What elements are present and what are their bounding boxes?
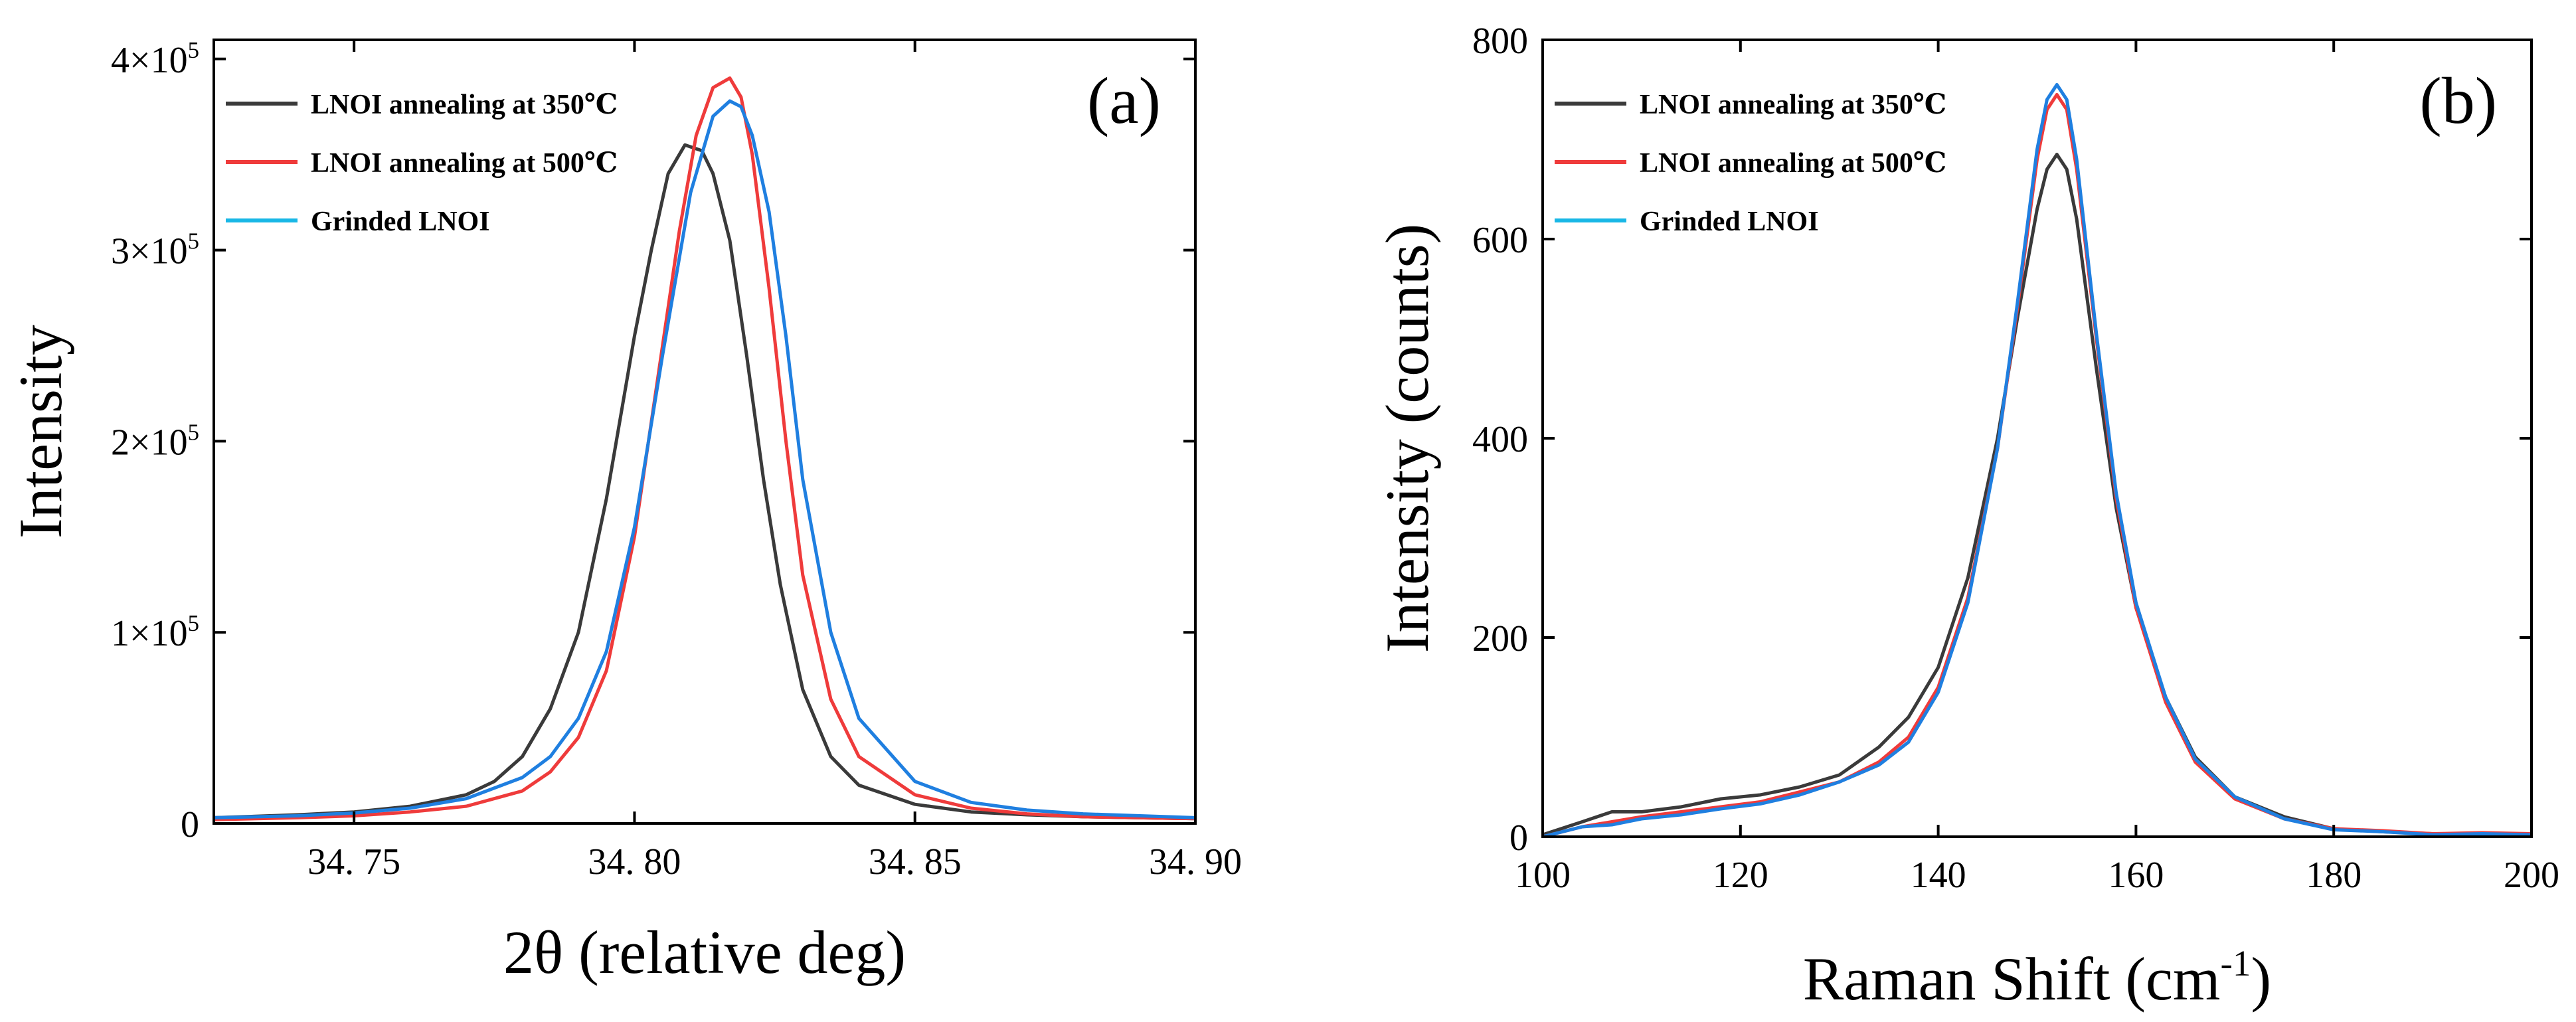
series-line-3 [214,99,1195,819]
x-tick-label: 140 [1911,855,1966,896]
series-line-3 [1543,83,2532,837]
x-axis-label: 2θ (relative deg) [503,918,906,986]
y-tick-label: 0 [1509,817,1528,859]
panel-label: (a) [1087,64,1161,137]
legend-label: Grinded LNOI [1640,207,1819,237]
x-tick-label: 120 [1713,855,1768,896]
y-tick-label: 4×105 [111,37,199,81]
y-tick-label: 3×105 [111,228,199,272]
x-tick-label: 160 [2108,855,2164,896]
series-line-2 [214,76,1195,821]
x-tick-label: 200 [2504,855,2559,896]
x-axis-label: Raman Shift (cm-1) [1803,943,2271,1013]
panel-b-chart: 100 120 140 160 180 200 0 200 400 600 800 Raman Shi… [1373,21,2559,1013]
x-tick-label: 34. 85 [869,841,962,883]
legend-label: LNOI annealing at 500℃ [1640,148,1946,179]
y-axis-label: Intensity [7,325,74,539]
y-tick-label: 800 [1472,21,1528,62]
y-tick-label: 200 [1472,618,1528,659]
panel-label: (b) [2419,64,2497,137]
y-axis-label: Intensity (counts) [1373,224,1441,653]
plot-area [1543,83,2532,837]
panel-a-chart: 34. 75 34. 80 34. 85 34. 90 0 1×105 2×105 3×105… [7,37,1242,986]
y-tick-label: 1×105 [111,610,199,654]
legend-label: LNOI annealing at 500℃ [311,148,618,179]
y-tick-label: 600 [1472,220,1528,261]
series-line-1 [214,143,1195,821]
plot-area [214,76,1195,821]
legend-label: LNOI annealing at 350℃ [1640,90,1946,120]
axis-frame [213,39,1197,825]
legend-label: LNOI annealing at 350℃ [311,90,618,120]
legend-label: Grinded LNOI [311,207,490,237]
x-tick-label: 180 [2306,855,2361,896]
series-line-1 [1543,153,2532,837]
x-tick-label: 34. 75 [307,841,400,883]
x-tick-label: 34. 90 [1149,841,1242,883]
y-tick-label: 2×105 [111,419,199,463]
x-tick-label: 100 [1515,855,1571,896]
y-tick-label: 400 [1472,419,1528,460]
x-tick-label: 34. 80 [588,841,681,883]
y-tick-label: 0 [181,804,199,845]
